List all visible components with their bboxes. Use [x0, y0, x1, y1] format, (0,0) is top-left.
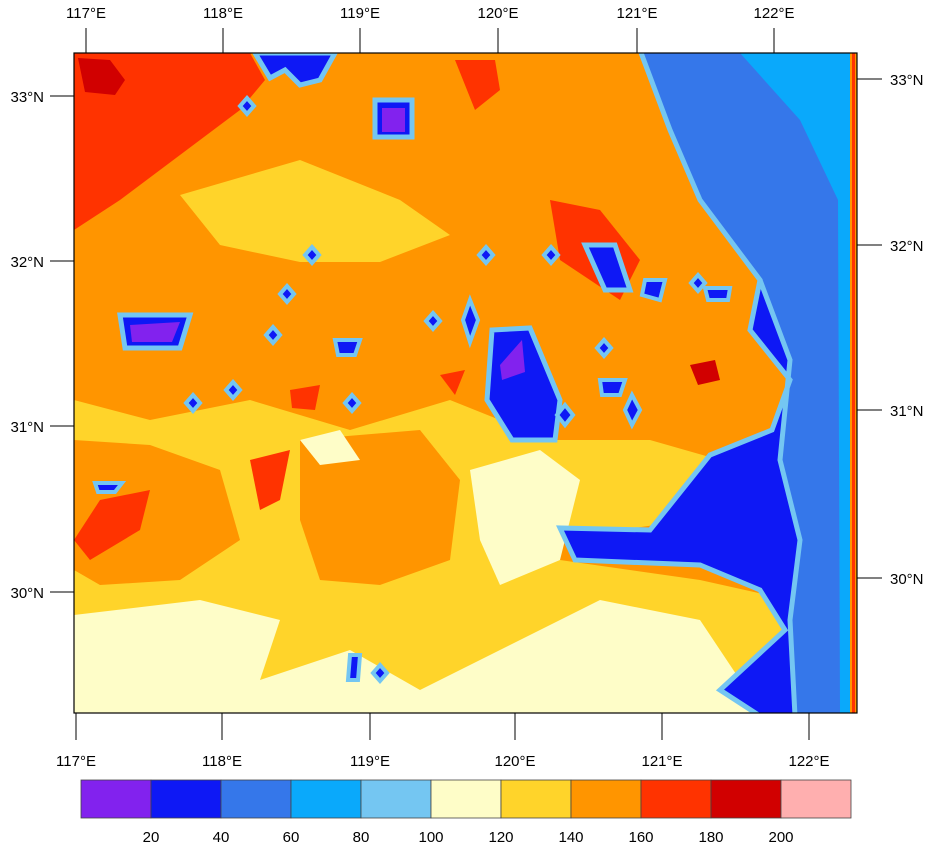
- top-lon-label: 119°E: [340, 5, 380, 22]
- right-lat-label: 32°N: [890, 238, 924, 255]
- left-lat-label: 31°N: [10, 419, 44, 436]
- map-axes: 117°E 118°E 119°E 120°E 121°E 122°E 117°E 118°E…: [10, 5, 923, 770]
- colorbar-box: [150, 779, 222, 819]
- contour-region: [290, 385, 320, 410]
- contour-region: [470, 450, 580, 585]
- right-lat-label: 33°N: [890, 72, 924, 89]
- colorbar-box: [710, 779, 782, 819]
- contour-region: [640, 53, 857, 713]
- right-lat-label: 30°N: [890, 571, 924, 588]
- top-lon-label: 121°E: [616, 5, 657, 22]
- contour-region: [455, 60, 500, 110]
- colorbar-box: [430, 779, 502, 819]
- colorbar-box: [780, 779, 852, 819]
- bottom-lon-label: 120°E: [494, 753, 535, 770]
- top-lon-label: 120°E: [477, 5, 518, 22]
- right-lat-label: 31°N: [890, 403, 924, 420]
- colorbar-label: 100: [418, 829, 443, 845]
- colorbar-label: 60: [283, 829, 300, 845]
- colorbar-box: [360, 779, 432, 819]
- top-lon-label: 117°E: [66, 5, 106, 22]
- contour-region: [74, 600, 780, 713]
- left-lat-label: 30°N: [10, 585, 44, 602]
- bottom-lon-label: 121°E: [641, 753, 682, 770]
- contour-region: [78, 58, 125, 95]
- contour-region: [690, 360, 720, 385]
- contour-region: [180, 160, 450, 262]
- colorbar-box: [570, 779, 642, 819]
- colorbar-label: 40: [213, 829, 230, 845]
- contour-region: [300, 430, 460, 585]
- contour-region: [382, 108, 405, 132]
- contour-region: [500, 340, 525, 380]
- colorbar-label: 140: [558, 829, 583, 845]
- contour-region: [252, 53, 338, 88]
- contour-region: [74, 490, 150, 560]
- colorbar-box: [220, 779, 292, 819]
- colorbar-label: 180: [698, 829, 723, 845]
- contour-region: [250, 450, 290, 510]
- colorbar-label: 200: [768, 829, 793, 845]
- bottom-lon-label: 122°E: [788, 753, 829, 770]
- contour-region: [556, 53, 803, 713]
- colorbar-label: 20: [143, 829, 160, 845]
- contour-region: [300, 430, 360, 465]
- colorbar-box: [80, 779, 152, 819]
- contour-region: [440, 370, 465, 395]
- contour-region: [484, 325, 563, 443]
- map-frame: [73, 52, 858, 714]
- colorbar-box: [290, 779, 362, 819]
- colorbar-label: 80: [353, 829, 370, 845]
- contour-region: [130, 322, 180, 342]
- top-lon-label: 118°E: [203, 5, 243, 22]
- left-lat-label: 33°N: [10, 89, 44, 106]
- colorbar-label: 160: [628, 829, 653, 845]
- small-islands: [183, 94, 733, 685]
- top-lon-label: 122°E: [753, 5, 794, 22]
- colorbar: 20 40 60 80 100 120 140 160 180 200: [80, 779, 852, 845]
- bottom-lon-label: 117°E: [56, 753, 96, 770]
- colorbar-box: [500, 779, 572, 819]
- bottom-lon-label: 119°E: [350, 753, 390, 770]
- bottom-lon-label: 118°E: [202, 753, 242, 770]
- contour-region: [581, 242, 634, 293]
- colorbar-box: [640, 779, 712, 819]
- left-lat-label: 32°N: [10, 254, 44, 271]
- contour-region: [740, 53, 850, 713]
- contour-region: [92, 481, 127, 494]
- contour-region: [74, 440, 240, 585]
- contour-field: [74, 53, 857, 713]
- colorbar-label: 120: [488, 829, 513, 845]
- contour-region: [74, 53, 265, 230]
